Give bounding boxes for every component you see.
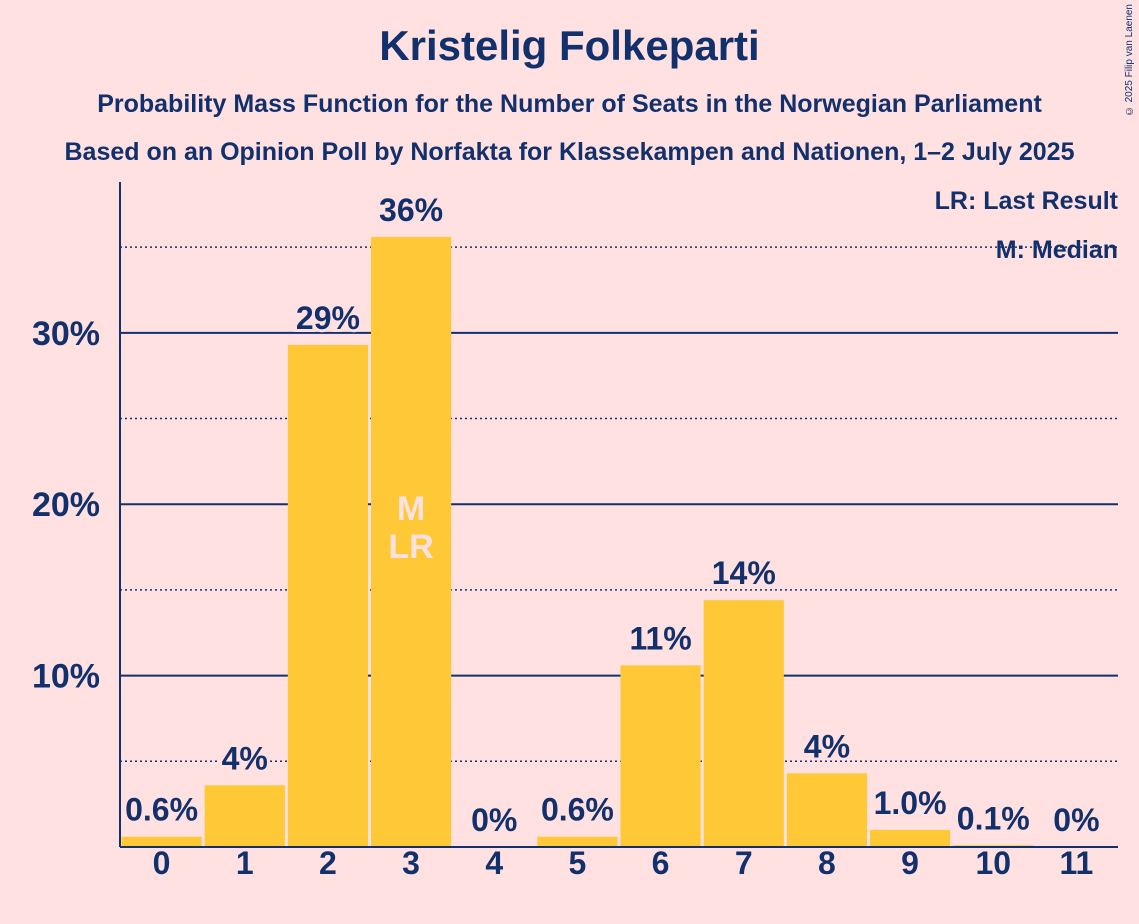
- x-tick-label: 8: [818, 845, 836, 881]
- data-label: 36%: [379, 192, 443, 228]
- bar-marker-label: M: [397, 490, 425, 528]
- bar: [204, 785, 285, 847]
- y-tick-label: 20%: [32, 486, 100, 524]
- data-label: 29%: [296, 300, 360, 336]
- x-tick-label: 9: [901, 845, 919, 881]
- y-tick-label: 10%: [32, 658, 100, 696]
- data-label: 0.6%: [125, 792, 198, 828]
- x-tick-label: 10: [975, 845, 1011, 881]
- data-label: 14%: [712, 555, 776, 591]
- chart-subtitle-2: Based on an Opinion Poll by Norfakta for…: [64, 138, 1075, 166]
- y-tick-label: 30%: [32, 315, 100, 353]
- data-label: 4%: [222, 740, 268, 776]
- x-tick-label: 5: [569, 845, 587, 881]
- bar-marker-label: LR: [388, 528, 433, 566]
- x-tick-label: 2: [319, 845, 337, 881]
- legend-last-result: LR: Last Result: [935, 187, 1119, 215]
- bar: [371, 236, 452, 848]
- data-label: 4%: [804, 728, 850, 764]
- bar: [786, 773, 867, 847]
- bar: [537, 836, 618, 847]
- bars: [121, 236, 1034, 848]
- bar: [703, 600, 784, 847]
- chart-subtitle-1: Probability Mass Function for the Number…: [97, 90, 1042, 118]
- x-tick-label: 11: [1060, 845, 1094, 881]
- data-label: 0.6%: [541, 792, 614, 828]
- bar: [287, 344, 368, 847]
- bar: [620, 665, 701, 847]
- chart-title: Kristelig Folkeparti: [379, 22, 760, 69]
- x-tick-label: 7: [735, 845, 753, 881]
- x-tick-label: 6: [652, 845, 670, 881]
- data-label: 0%: [1053, 802, 1099, 838]
- legend-median: M: Median: [996, 236, 1118, 264]
- data-label: 11%: [629, 620, 691, 656]
- bar: [870, 829, 951, 847]
- x-tick-label: 4: [485, 845, 503, 881]
- gridlines: [120, 246, 1118, 763]
- x-tick-label: 1: [236, 845, 254, 881]
- bar: [121, 836, 202, 847]
- data-label: 0%: [471, 802, 517, 838]
- data-labels: 0.6% 4% 29% 36% 0% 0.6% 11% 14% 4% 1.0% 0.1% 0% MLR: [122, 189, 1102, 841]
- data-label: 1.0%: [874, 785, 947, 821]
- data-label: 0.1%: [957, 800, 1030, 836]
- x-tick-label: 0: [153, 845, 171, 881]
- axes: 10% 20% 30% 0 1 2 3 4 5 6 7 8 9 10 11: [32, 182, 1118, 881]
- x-tick-label: 3: [402, 845, 420, 881]
